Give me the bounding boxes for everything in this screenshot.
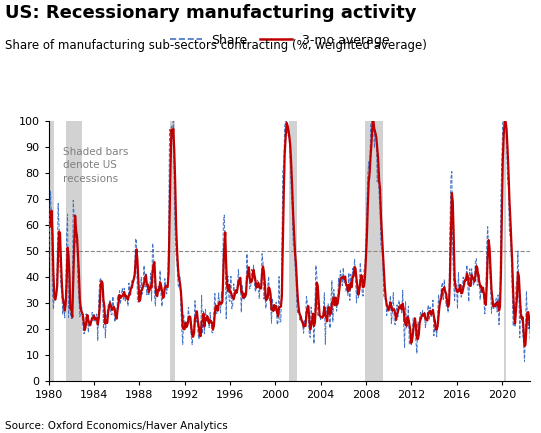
Bar bbox=[504, 121, 506, 381]
Bar bbox=[365, 121, 383, 381]
Bar bbox=[169, 121, 175, 381]
Bar bbox=[49, 121, 54, 381]
Bar bbox=[65, 121, 82, 381]
Text: Shaded bars
denote US
recessions: Shaded bars denote US recessions bbox=[63, 147, 129, 184]
Legend: Share, 3-mo average: Share, 3-mo average bbox=[166, 29, 394, 52]
Text: Share of manufacturing sub-sectors contracting (%, weighted average): Share of manufacturing sub-sectors contr… bbox=[5, 39, 427, 52]
Bar bbox=[289, 121, 297, 381]
Text: Source: Oxford Economics/Haver Analytics: Source: Oxford Economics/Haver Analytics bbox=[5, 421, 228, 431]
Text: US: Recessionary manufacturing activity: US: Recessionary manufacturing activity bbox=[5, 4, 417, 23]
